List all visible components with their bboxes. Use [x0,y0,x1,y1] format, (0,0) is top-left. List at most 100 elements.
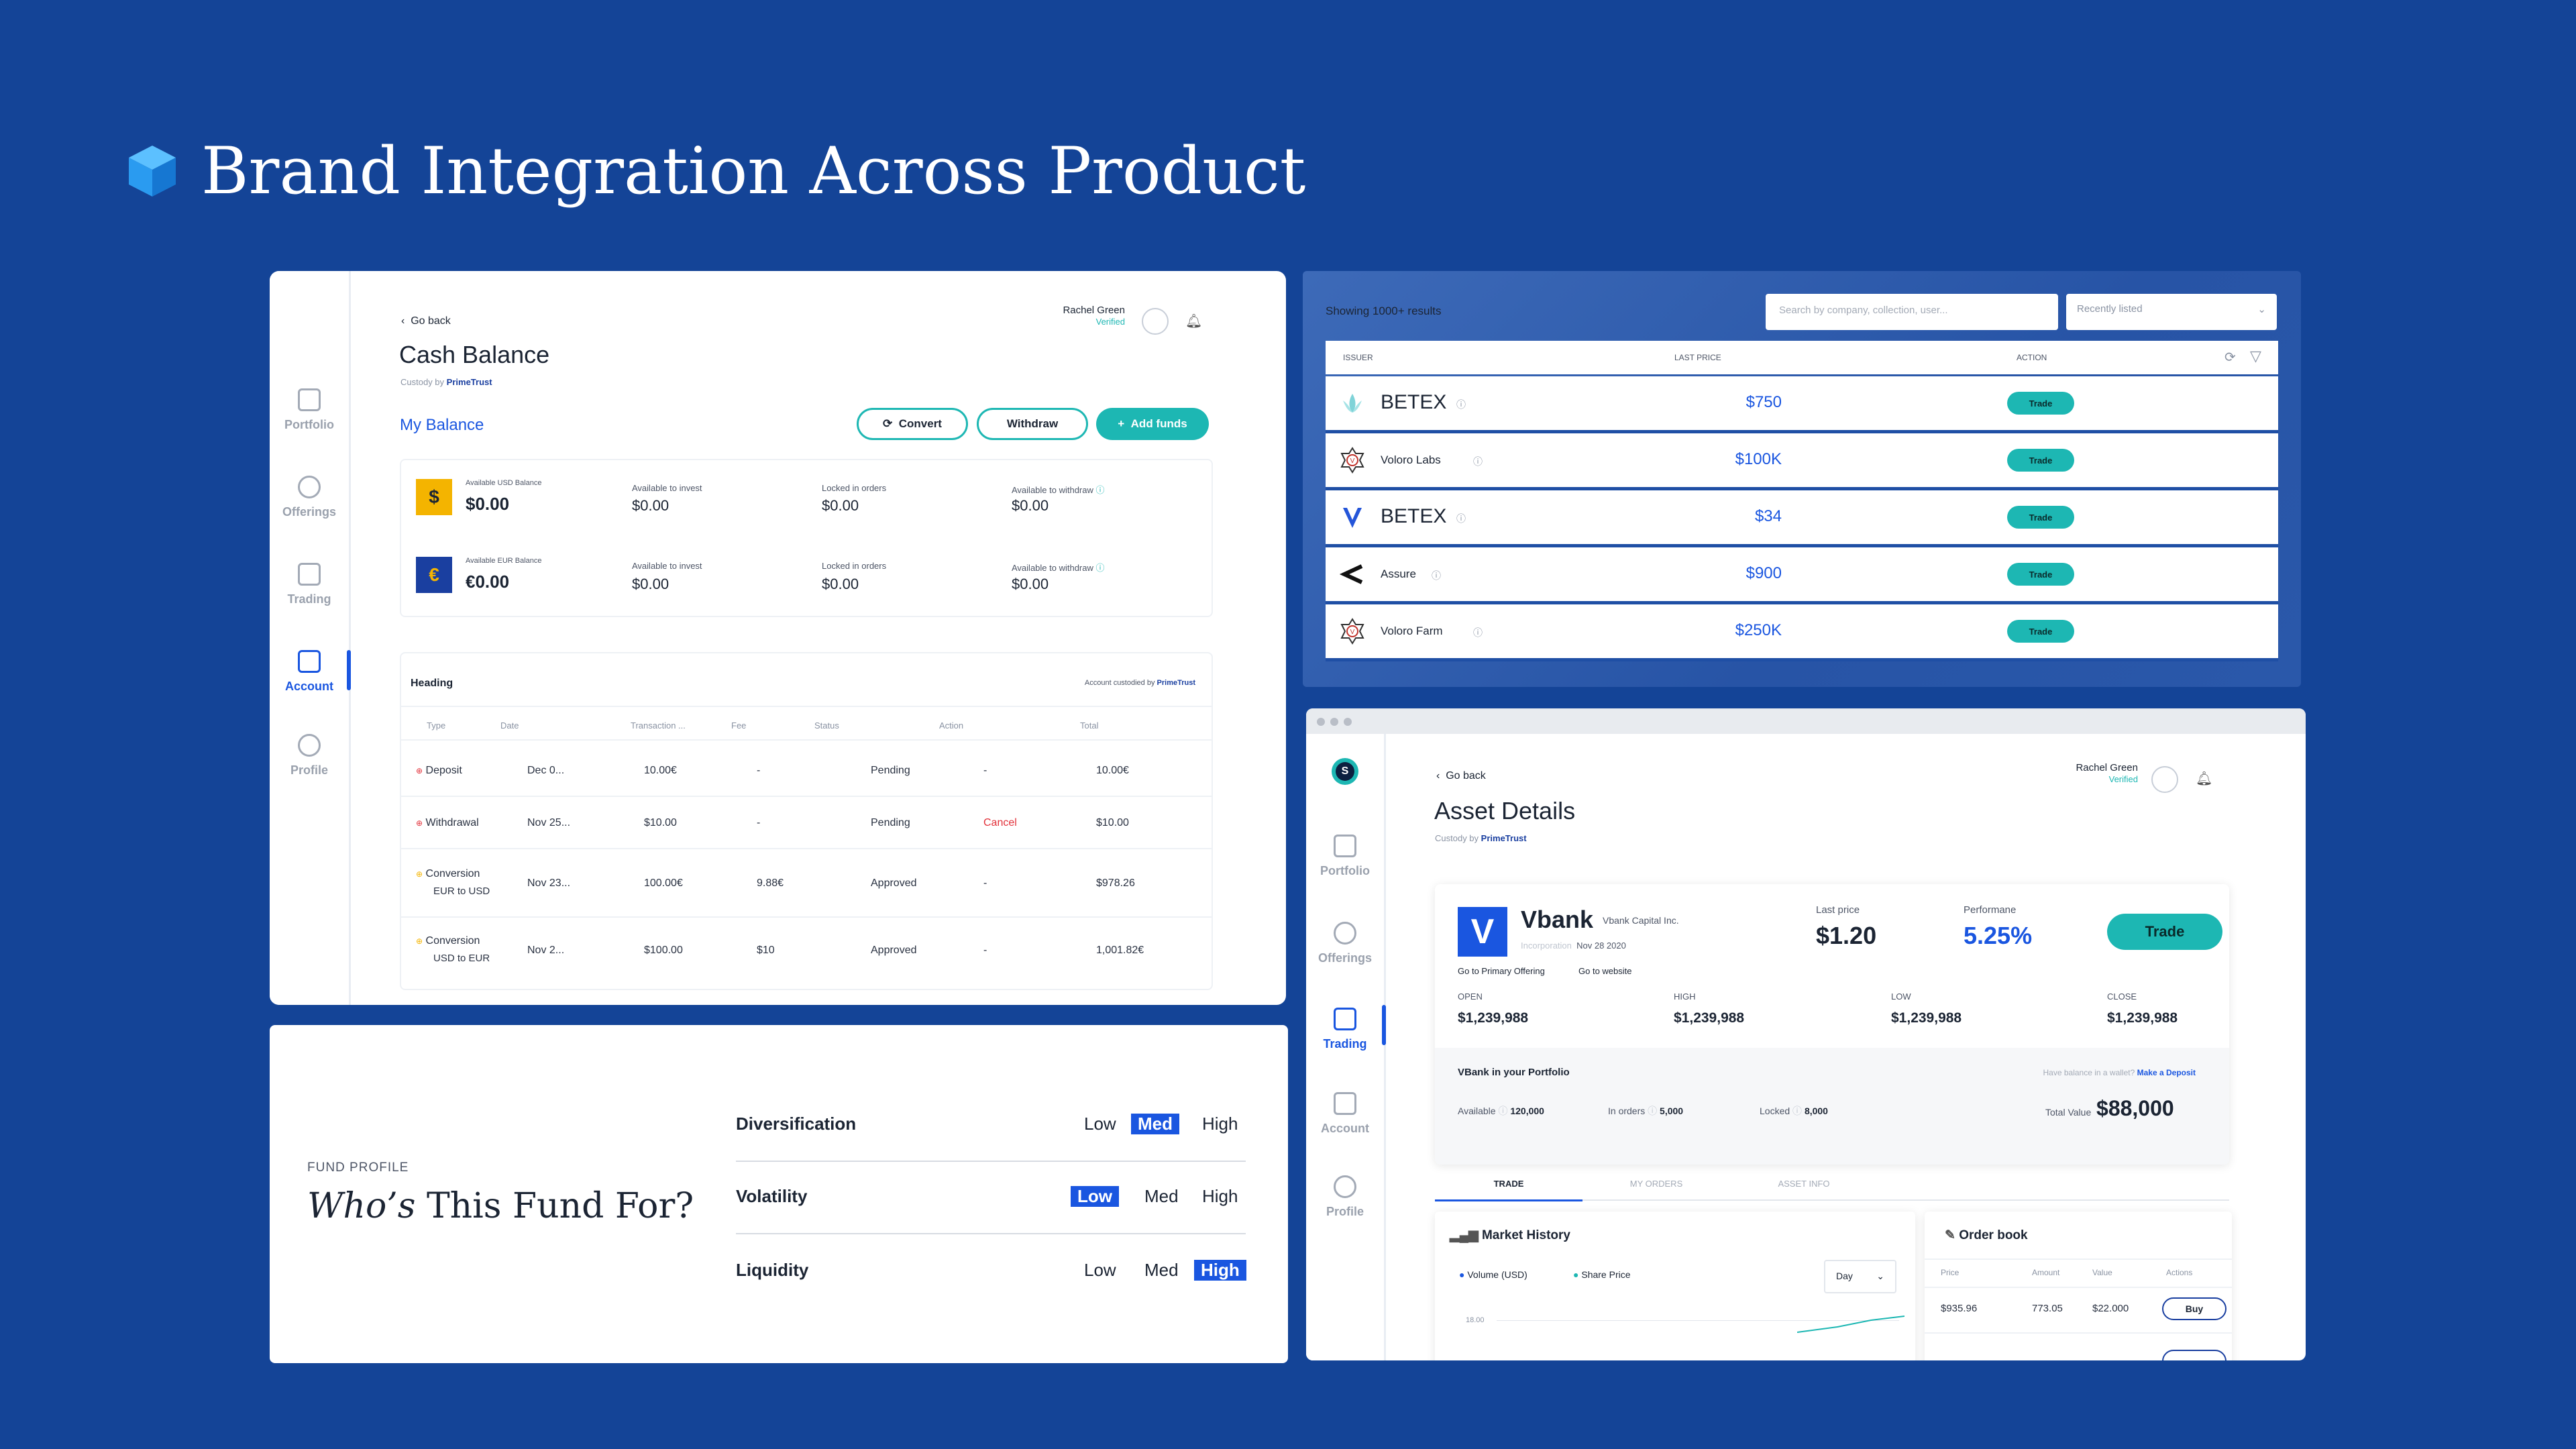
website-link[interactable]: Go to website [1578,966,1632,976]
sidebar-item-trading[interactable]: Trading [1306,1008,1384,1051]
legend-volume[interactable]: ● Volume (USD) [1459,1269,1527,1280]
list-item[interactable]: V Voloro Farm ⓘ $250K Trade [1326,604,2278,661]
bell-icon[interactable]: 🔔︎ [2196,771,2213,786]
custody-line: Custody by PrimeTrust [1435,833,1527,843]
list-item[interactable]: BETEX ⓘ $34 Trade [1326,490,2278,547]
price-line [1797,1316,1904,1333]
window-dot[interactable] [1344,718,1352,726]
col-last-price[interactable]: LAST PRICE [1674,353,1721,362]
fund-eyebrow: FUND PROFILE [307,1161,409,1175]
info-icon[interactable]: ⓘ [1432,570,1441,581]
filter-icon[interactable]: ▽ [2250,347,2261,364]
issuer-name: BETEX [1381,505,1447,527]
info-icon[interactable]: ⓘ [1456,513,1466,524]
refresh-icon[interactable]: ⟳ [2224,350,2236,365]
convert-button[interactable]: ⟳ Convert [857,408,968,440]
buy-button[interactable]: Buy [2162,1297,2226,1320]
option-med[interactable]: Med [1144,1186,1179,1206]
market-list-card: Showing 1000+ results Search by company,… [1303,271,2301,687]
option-high[interactable]: High [1194,1260,1246,1281]
pin-icon: ✎ [1945,1228,1955,1242]
my-balance-heading: My Balance [400,416,484,434]
info-icon[interactable]: ⓘ [1473,627,1483,638]
svg-text:V: V [1350,629,1355,636]
search-input[interactable]: Search by company, collection, user... [1766,294,2058,330]
svg-text:V: V [1350,458,1355,465]
primary-offering-link[interactable]: Go to Primary Offering [1458,966,1545,976]
sidebar-item-account[interactable]: Account [270,650,349,694]
withdraw-button[interactable]: Withdraw [977,408,1088,440]
trade-button[interactable]: Trade [2007,620,2074,643]
sidebar-item-offerings[interactable]: Offerings [270,476,349,519]
sidebar-item-profile[interactable]: Profile [270,734,349,777]
tab-asset-info[interactable]: ASSET INFO [1778,1178,1830,1189]
col-actions[interactable]: Actions [2166,1268,2193,1277]
col-amount[interactable]: Amount [2032,1268,2060,1277]
headline: Brand Integration Across Product [127,127,1305,215]
sidebar-item-portfolio[interactable]: Portfolio [270,388,349,432]
fund-title: Who’s This Fund For? [307,1186,694,1226]
list-item[interactable]: V Voloro Labs ⓘ $100K Trade [1326,433,2278,490]
sidebar-item-trading[interactable]: Trading [270,563,349,606]
trade-button[interactable]: Trade [2007,392,2074,415]
trade-button[interactable]: Trade [2007,563,2074,586]
chevron-left-logo-icon [1339,564,1363,584]
make-deposit-link[interactable]: Make a Deposit [2137,1068,2196,1077]
col-value[interactable]: Value [2092,1268,2112,1277]
col-transaction[interactable]: Transaction ... [631,720,686,731]
sidebar-item-account[interactable]: Account [1306,1092,1384,1136]
col-type[interactable]: Type [427,720,446,731]
list-item[interactable]: BETEX ⓘ $750 Trade [1326,376,2278,433]
col-price[interactable]: Price [1941,1268,1960,1277]
col-total[interactable]: Total [1080,720,1099,731]
locked-value: $0.00 [822,576,859,592]
sort-select[interactable]: Recently listed ⌄ [2066,294,2277,330]
asset-company: Vbank Capital Inc. [1603,915,1679,926]
option-low[interactable]: Low [1084,1260,1116,1280]
open-label: OPEN [1458,991,1483,1002]
trade-button[interactable]: Trade [2007,506,2074,529]
range-select[interactable]: Day ⌄ [1824,1260,1896,1293]
option-med[interactable]: Med [1144,1260,1179,1280]
tab-my-orders[interactable]: MY ORDERS [1629,1178,1683,1189]
low-label: LOW [1891,991,1911,1002]
go-back-link[interactable]: ‹ Go back [1436,770,1486,782]
option-med[interactable]: Med [1131,1114,1179,1134]
bell-icon[interactable]: 🔔︎ [1185,314,1203,329]
balance-panel: $ Available USD Balance $0.00 Available … [400,459,1213,617]
add-funds-button[interactable]: + Add funds [1096,408,1209,440]
col-fee[interactable]: Fee [731,720,747,731]
buy-button[interactable] [2162,1350,2226,1360]
app-logo[interactable]: S [1332,758,1358,785]
avatar[interactable] [2151,766,2178,793]
avatar[interactable] [1142,308,1169,335]
info-icon[interactable]: ⓘ [1473,456,1483,467]
sidebar-item-profile[interactable]: Profile [1306,1175,1384,1219]
withdraw-label: Available to withdraw ⓘ [1012,563,1105,573]
fund-profile-card: FUND PROFILE Who’s This Fund For? Divers… [270,1025,1288,1363]
col-status[interactable]: Status [814,720,839,731]
list-item[interactable]: Assure ⓘ $900 Trade [1326,547,2278,604]
window-dot[interactable] [1317,718,1325,726]
trade-button[interactable]: Trade [2107,914,2222,950]
info-icon[interactable]: ⓘ [1456,399,1466,410]
window-dot[interactable] [1330,718,1338,726]
sidebar-item-portfolio[interactable]: Portfolio [1306,835,1384,878]
col-date[interactable]: Date [500,720,519,731]
go-back-link[interactable]: ‹ Go back [401,315,451,327]
option-low[interactable]: Low [1084,1114,1116,1134]
offerings-icon [1334,922,1356,945]
issuer-price: $250K [1735,621,1782,639]
col-action[interactable]: ACTION [2017,353,2047,362]
invest-value: $0.00 [632,576,669,592]
col-action[interactable]: Action [939,720,964,731]
option-high[interactable]: High [1202,1186,1238,1206]
cancel-link[interactable]: Cancel [983,817,1017,828]
option-high[interactable]: High [1202,1114,1238,1134]
option-low[interactable]: Low [1071,1186,1119,1207]
sidebar-item-offerings[interactable]: Offerings [1306,922,1384,965]
col-issuer[interactable]: ISSUER [1343,353,1373,362]
legend-share[interactable]: ● Share Price [1573,1269,1631,1280]
trade-button[interactable]: Trade [2007,449,2074,472]
tab-trade[interactable]: TRADE [1435,1167,1582,1201]
